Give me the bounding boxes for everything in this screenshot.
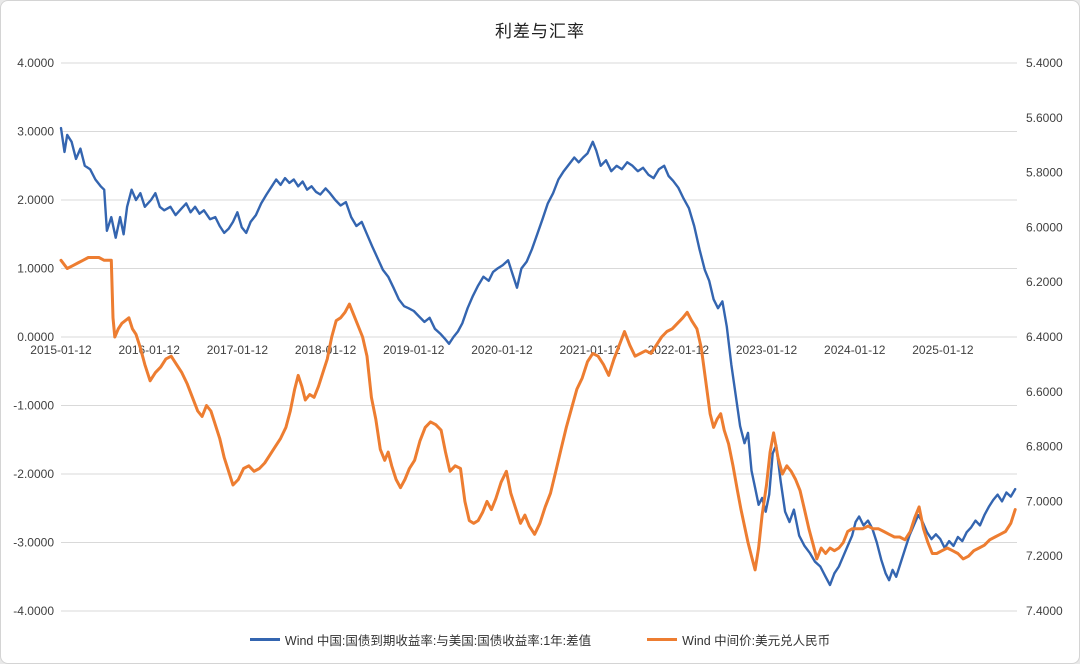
x-axis-label: 2022-01-12 [648,343,710,357]
y-axis-label-left: 0.0000 [17,330,54,344]
left-axis-labels: 4.0000 3.0000 2.0000 1.0000 0.0000 -1.0000 -2.… [13,56,54,618]
y-axis-label-right: 6.6000 [1026,385,1063,399]
legend-item-spread: Wind 中国:国债到期收益率:与美国:国债收益率:1年:差值 [249,630,592,649]
x-axis-label: 2015-01-12 [30,343,92,357]
legend-swatch-spread [249,638,280,641]
x-axis-label: 2025-01-12 [912,343,974,357]
y-axis-label-right: 5.6000 [1026,111,1063,125]
x-axis-label: 2024-01-12 [824,343,886,357]
y-axis-label-left: -2.0000 [13,467,54,481]
chart-title: 利差与汇率 [495,22,585,41]
y-axis-label-right: 5.4000 [1026,56,1063,70]
x-axis-labels: 2015-01-12 2016-01-12 2017-01-12 2018-01-12… [30,343,974,357]
y-axis-label-left: 2.0000 [17,193,54,207]
y-axis-label-left: 4.0000 [17,56,54,70]
x-axis-label: 2016-01-12 [118,343,180,357]
y-axis-label-left: -1.0000 [13,399,54,413]
y-axis-label-right: 6.8000 [1026,440,1063,454]
y-axis-label-right: 6.0000 [1026,220,1063,234]
series-line-0 [59,126,1017,587]
legend-item-fx: Wind 中间价:美元兑人民币 [647,630,830,649]
legend-swatch-fx [647,638,678,641]
y-axis-label-left: 3.0000 [17,125,54,139]
legend: Wind 中国:国债到期收益率:与美国:国债收益率:1年:差值 Wind 中间价… [1,630,1079,649]
y-axis-label-left: -3.0000 [13,536,54,550]
x-axis-label: 2019-01-12 [383,343,445,357]
legend-label-fx: Wind 中间价:美元兑人民币 [682,634,831,648]
x-axis-label: 2018-01-12 [295,343,357,357]
grid-layer [61,62,1017,612]
x-axis-label: 2023-01-12 [736,343,798,357]
y-axis-label-left: -4.0000 [13,604,54,618]
series-line-1 [59,256,1017,572]
x-axis-label: 2021-01-12 [559,343,621,357]
right-axis-labels: 5.4000 5.6000 5.8000 6.0000 6.2000 6.4000 6.60… [1026,56,1063,618]
y-axis-label-right: 7.2000 [1026,549,1063,563]
y-axis-label-right: 5.8000 [1026,166,1063,180]
y-axis-label-right: 7.0000 [1026,494,1063,508]
x-axis-label: 2020-01-12 [471,343,533,357]
y-axis-label-right: 7.4000 [1026,604,1063,618]
legend-label-spread: Wind 中国:国债到期收益率:与美国:国债收益率:1年:差值 [284,634,592,648]
y-axis-label-right: 6.4000 [1026,330,1063,344]
y-axis-label-left: 1.0000 [17,262,54,276]
x-axis-label: 2017-01-12 [207,343,269,357]
y-axis-label-right: 6.2000 [1026,275,1063,289]
